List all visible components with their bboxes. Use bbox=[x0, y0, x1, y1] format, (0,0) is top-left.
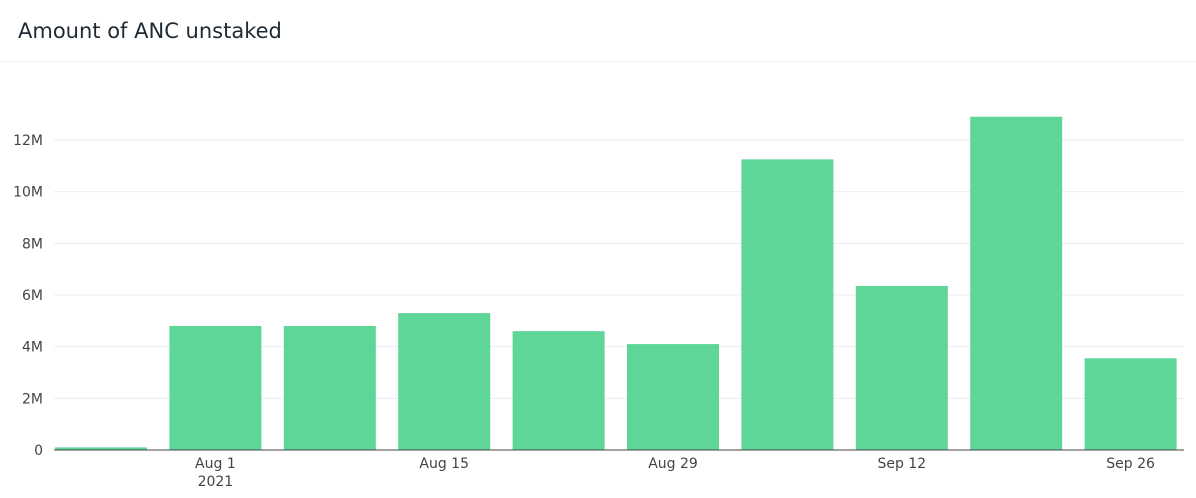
x-tick-sublabel: 2021 bbox=[198, 474, 234, 490]
y-tick-label: 2M bbox=[22, 391, 43, 407]
x-tick-label: Sep 12 bbox=[877, 456, 926, 472]
x-tick-label: Aug 29 bbox=[648, 456, 698, 472]
bars bbox=[55, 116, 1177, 450]
y-tick-label: 10M bbox=[13, 185, 43, 201]
y-axis-ticks: 0 2M 4M 6M 8M 10M 12M bbox=[13, 133, 43, 459]
y-tick-label: 4M bbox=[22, 340, 43, 356]
chart-header: Amount of ANC unstaked bbox=[0, 0, 1196, 62]
chart-title: Amount of ANC unstaked bbox=[18, 19, 282, 43]
x-tick-label: Sep 26 bbox=[1106, 456, 1155, 472]
bar[interactable] bbox=[741, 159, 834, 450]
x-tick-label: Aug 15 bbox=[419, 456, 469, 472]
y-tick-label: 8M bbox=[22, 236, 43, 252]
bar[interactable] bbox=[855, 285, 948, 450]
y-tick-label: 0 bbox=[34, 443, 43, 459]
bar[interactable] bbox=[1084, 358, 1177, 450]
y-tick-label: 6M bbox=[22, 288, 43, 304]
x-tick-label: Aug 1 bbox=[195, 456, 236, 472]
bar[interactable] bbox=[398, 313, 491, 450]
bar[interactable] bbox=[283, 326, 376, 450]
bar[interactable] bbox=[512, 331, 605, 450]
y-tick-label: 12M bbox=[13, 133, 43, 149]
bar[interactable] bbox=[970, 116, 1063, 450]
bar[interactable] bbox=[169, 326, 262, 450]
bar[interactable] bbox=[55, 447, 147, 450]
x-axis-ticks: Aug 1 2021 Aug 15 Aug 29 Sep 12 Sep 26 bbox=[195, 456, 1155, 490]
bar[interactable] bbox=[627, 344, 719, 450]
